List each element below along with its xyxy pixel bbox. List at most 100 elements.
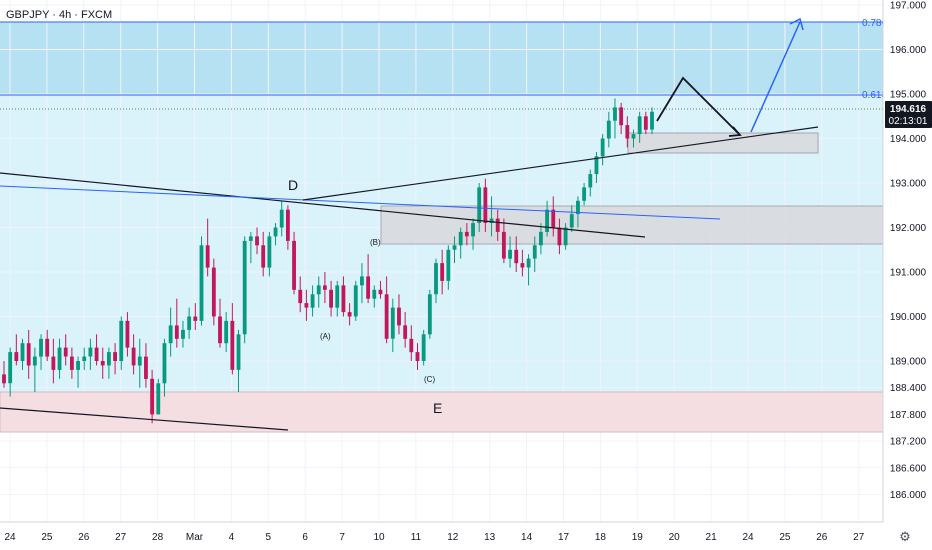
candle-down[interactable] xyxy=(63,347,68,357)
candle-down[interactable] xyxy=(125,320,130,348)
candle-up[interactable] xyxy=(273,227,278,237)
resistance-zone[interactable] xyxy=(380,205,884,245)
candle-down[interactable] xyxy=(2,374,6,384)
candle-up[interactable] xyxy=(594,156,599,175)
candle-up[interactable] xyxy=(434,263,438,295)
candle-up[interactable] xyxy=(39,338,43,357)
trendline-ascending[interactable] xyxy=(302,126,819,201)
candle-down[interactable] xyxy=(323,285,327,290)
candle-up[interactable] xyxy=(335,285,340,308)
candle-up[interactable] xyxy=(427,294,432,335)
candle-up[interactable] xyxy=(563,227,568,246)
gear-icon[interactable]: ⚙ xyxy=(899,529,911,544)
candle-down[interactable] xyxy=(403,325,408,339)
time-axis[interactable] xyxy=(0,522,932,550)
candle-down[interactable] xyxy=(14,352,19,361)
candle-down[interactable] xyxy=(193,316,198,321)
candle-down[interactable] xyxy=(347,312,352,317)
candle-up[interactable] xyxy=(20,343,25,361)
candle-up[interactable] xyxy=(168,325,173,344)
candle-up[interactable] xyxy=(57,347,62,370)
candle-up[interactable] xyxy=(360,276,364,286)
candle-down[interactable] xyxy=(397,307,401,326)
candle-up[interactable] xyxy=(637,116,642,135)
candle-up[interactable] xyxy=(588,174,593,188)
candle-down[interactable] xyxy=(211,267,216,317)
candle-up[interactable] xyxy=(446,249,451,281)
candle-up[interactable] xyxy=(248,236,253,241)
target-box[interactable] xyxy=(627,132,819,154)
candle-down[interactable] xyxy=(514,249,519,264)
candle-down[interactable] xyxy=(285,209,290,241)
candle-up[interactable] xyxy=(32,356,37,366)
candle-down[interactable] xyxy=(551,209,556,228)
candle-up[interactable] xyxy=(631,134,636,139)
candle-up[interactable] xyxy=(137,356,142,366)
candle-up[interactable] xyxy=(489,218,494,223)
candle-down[interactable] xyxy=(341,285,346,313)
candle-up[interactable] xyxy=(372,289,377,299)
candle-up[interactable] xyxy=(316,285,321,295)
candle-up[interactable] xyxy=(650,111,654,130)
candle-up[interactable] xyxy=(508,249,512,259)
candle-up[interactable] xyxy=(88,347,93,357)
trendline-upper-descending[interactable] xyxy=(0,172,646,238)
candle-down[interactable] xyxy=(520,263,525,268)
projection-arrow-blue[interactable] xyxy=(750,21,801,133)
candle-down[interactable] xyxy=(69,356,74,370)
candle-down[interactable] xyxy=(45,338,50,357)
candle-up[interactable] xyxy=(390,307,395,339)
candle-down[interactable] xyxy=(643,116,648,130)
candle-up[interactable] xyxy=(224,320,229,344)
projection-path[interactable] xyxy=(656,76,741,136)
candle-down[interactable] xyxy=(625,125,630,139)
candle-up[interactable] xyxy=(76,361,80,370)
candle-up[interactable] xyxy=(452,245,457,250)
candle-down[interactable] xyxy=(384,294,389,339)
candle-down[interactable] xyxy=(298,289,303,304)
candle-up[interactable] xyxy=(539,231,543,246)
candle-up[interactable] xyxy=(477,187,482,223)
candle-up[interactable] xyxy=(242,240,247,335)
candle-up[interactable] xyxy=(576,200,580,215)
candle-up[interactable] xyxy=(310,294,315,308)
candle-down[interactable] xyxy=(366,276,371,299)
candle-up[interactable] xyxy=(471,223,475,237)
candle-down[interactable] xyxy=(131,347,136,366)
candle-down[interactable] xyxy=(94,347,99,361)
candle-up[interactable] xyxy=(279,209,284,228)
candle-down[interactable] xyxy=(150,378,155,415)
candle-up[interactable] xyxy=(156,383,161,415)
candle-down[interactable] xyxy=(205,245,210,268)
trendline-blue[interactable] xyxy=(0,185,721,220)
candle-up[interactable] xyxy=(606,120,611,139)
candle-down[interactable] xyxy=(464,231,469,237)
candle-up[interactable] xyxy=(267,236,272,268)
candle-down[interactable] xyxy=(218,316,222,344)
candle-up[interactable] xyxy=(458,231,463,246)
candle-up[interactable] xyxy=(8,352,13,384)
candle-up[interactable] xyxy=(545,209,549,232)
candle-down[interactable] xyxy=(495,218,500,232)
candle-down[interactable] xyxy=(329,289,333,308)
candle-up[interactable] xyxy=(82,356,87,361)
candle-down[interactable] xyxy=(51,356,56,370)
candle-down[interactable] xyxy=(483,187,488,223)
price-axis[interactable] xyxy=(883,0,932,550)
candle-down[interactable] xyxy=(292,240,296,290)
candle-down[interactable] xyxy=(174,325,179,339)
candle-up[interactable] xyxy=(526,258,531,268)
candle-up[interactable] xyxy=(162,343,167,384)
support-zone[interactable] xyxy=(0,391,884,433)
candle-up[interactable] xyxy=(199,245,204,321)
candle-up[interactable] xyxy=(569,214,574,228)
candle-up[interactable] xyxy=(181,329,185,339)
candle-down[interactable] xyxy=(409,338,414,353)
candle-up[interactable] xyxy=(353,285,358,317)
candle-up[interactable] xyxy=(187,316,192,330)
candle-down[interactable] xyxy=(230,320,235,370)
candle-up[interactable] xyxy=(107,352,111,366)
candle-down[interactable] xyxy=(261,245,266,268)
candle-down[interactable] xyxy=(501,231,506,259)
